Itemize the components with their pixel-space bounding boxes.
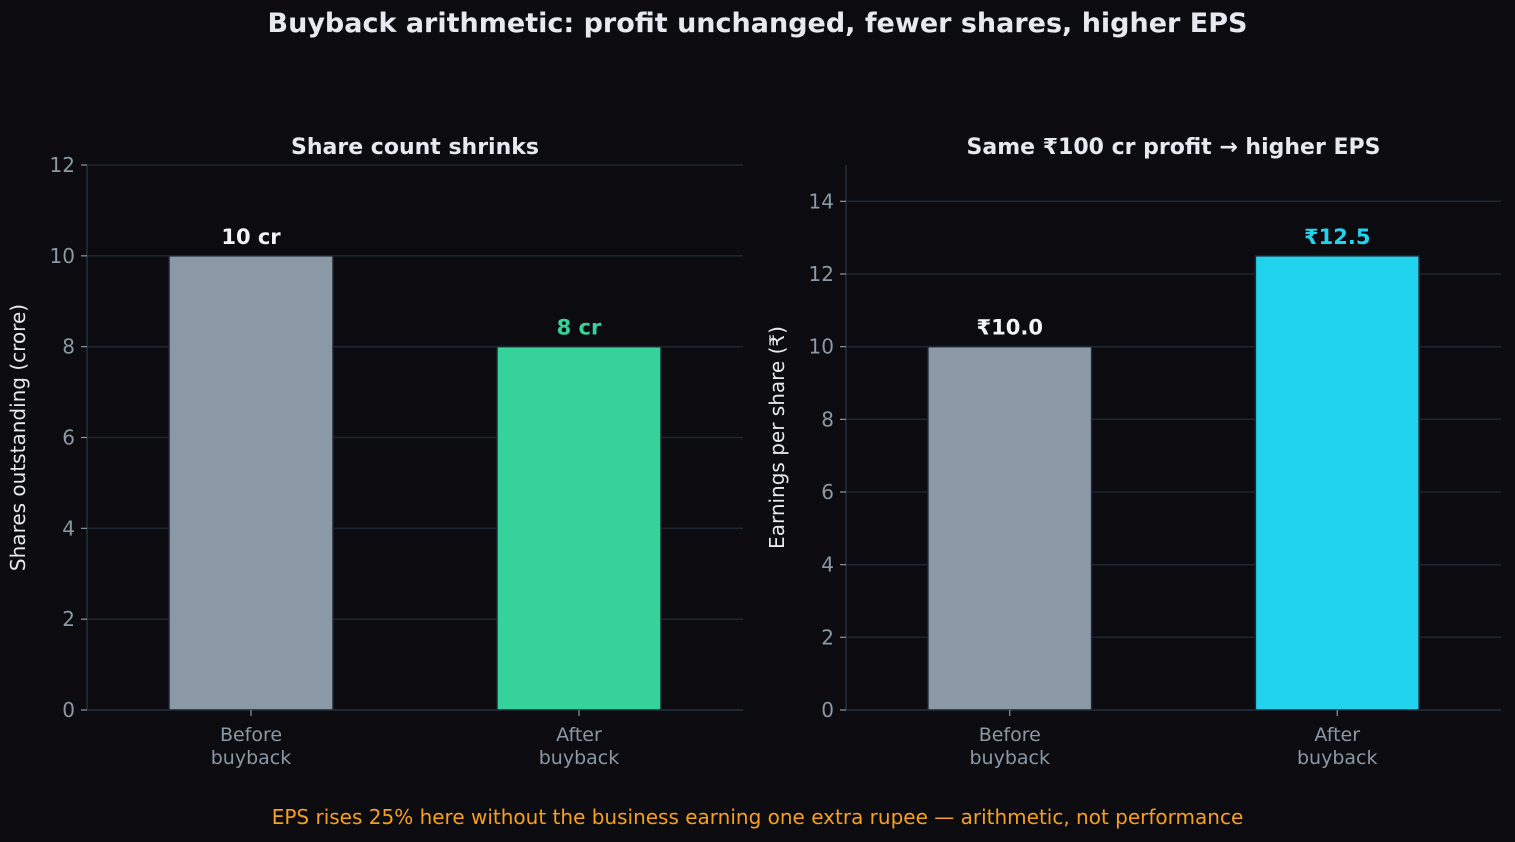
chart2-bar xyxy=(927,345,1093,711)
chart2-data-label: ₹10.0 xyxy=(977,316,1043,340)
chart2-y-tick-label: 12 xyxy=(809,262,834,286)
chart2-y-tick-label: 0 xyxy=(821,698,834,722)
chart2-y-tick-label: 8 xyxy=(821,407,834,431)
chart2-y-axis-label: Earnings per share (₹) xyxy=(765,326,789,549)
chart1-y-tick-label: 8 xyxy=(62,335,75,359)
chart1-y-tick-label: 2 xyxy=(62,607,75,631)
chart2-y-tick-label: 4 xyxy=(821,553,834,577)
chart1-data-label: 10 cr xyxy=(221,225,281,249)
chart1-data-label: 8 cr xyxy=(557,316,602,340)
chart1-x-tick-label: After buyback xyxy=(539,724,620,769)
chart2-x-tick-label: Before buyback xyxy=(970,724,1051,769)
chart1-y-axis-label: Shares outstanding (crore) xyxy=(6,304,30,571)
figure-title: Buyback arithmetic: profit unchanged, fe… xyxy=(267,8,1248,39)
footnote: EPS rises 25% here without the business … xyxy=(271,805,1244,829)
chart1-y-tick-label: 4 xyxy=(62,516,75,540)
chart1-bar xyxy=(168,255,334,711)
chart1-x-tick-label: Before buyback xyxy=(211,724,292,769)
chart1-y-tick-label: 10 xyxy=(50,244,75,268)
chart2-x-tick-label: After buyback xyxy=(1297,724,1378,769)
chart1-y-tick-label: 12 xyxy=(50,153,75,177)
chart2-bar xyxy=(1254,255,1420,711)
chart1-y-tick-label: 0 xyxy=(62,698,75,722)
chart2-data-label: ₹12.5 xyxy=(1304,225,1370,249)
chart2-y-tick-label: 2 xyxy=(821,625,834,649)
chart1-y-tick-label: 6 xyxy=(62,426,75,450)
chart2-y-tick-label: 6 xyxy=(821,480,834,504)
chart2-title: Same ₹100 cr profit → higher EPS xyxy=(967,135,1381,160)
chart1-bar xyxy=(496,345,662,711)
chart2-y-tick-label: 10 xyxy=(809,335,834,359)
chart2-y-tick-label: 14 xyxy=(809,189,834,213)
chart1-title: Share count shrinks xyxy=(291,135,539,160)
